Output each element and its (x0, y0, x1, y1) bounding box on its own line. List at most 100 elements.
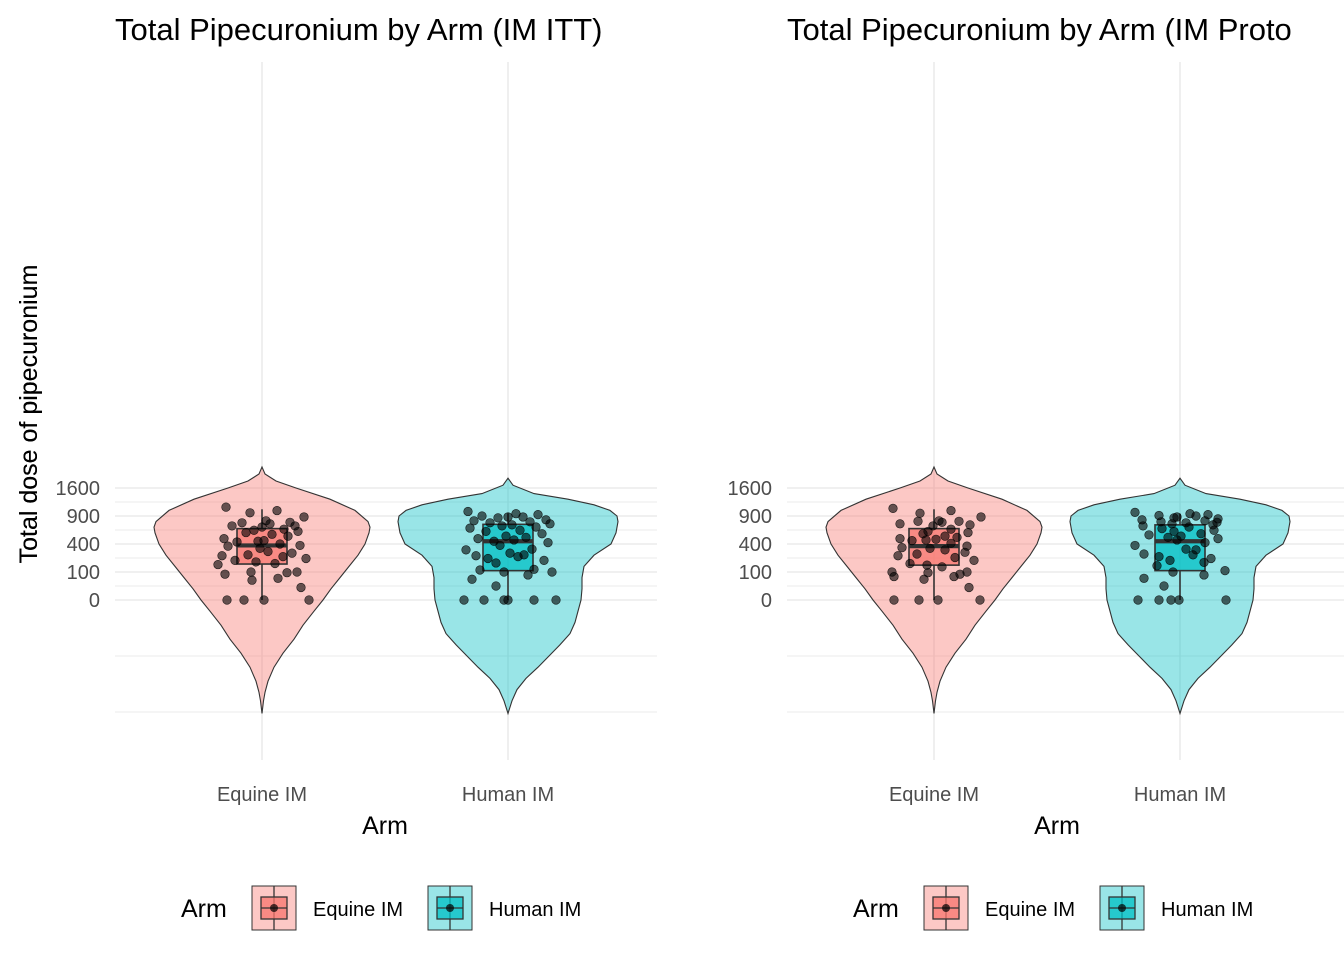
x-tick-label: Equine IM (217, 784, 307, 806)
data-point (1221, 595, 1231, 605)
x-axis-label: Arm (362, 812, 408, 840)
data-point (251, 557, 261, 567)
data-point (459, 595, 469, 605)
data-point (940, 531, 950, 541)
data-point (937, 562, 947, 572)
data-point (296, 582, 306, 593)
y-tick-label: 100 (67, 562, 100, 584)
data-point (222, 595, 232, 605)
data-point (1159, 581, 1169, 591)
legend-point (446, 904, 454, 912)
data-point (1152, 561, 1162, 571)
data-point (1138, 521, 1148, 531)
data-point (232, 537, 242, 547)
data-point (471, 551, 481, 561)
data-point (921, 535, 931, 545)
data-point (505, 548, 515, 558)
data-point (503, 512, 513, 522)
gridlines (787, 62, 1344, 760)
data-point (1139, 573, 1149, 583)
violin-group-human (1069, 477, 1291, 716)
legend-point (1118, 904, 1126, 912)
data-point (239, 595, 249, 605)
chart-panel-protocol: Total Pipecuronium by Arm (IM Proto 0 100 4… (15, 12, 1344, 840)
data-point (933, 595, 943, 605)
data-point (1199, 570, 1209, 580)
violin-group-human (397, 477, 619, 716)
data-point (545, 519, 555, 529)
data-point (949, 571, 959, 582)
y-tick-label: 0 (89, 590, 100, 612)
data-point (1139, 549, 1149, 559)
data-point (888, 503, 898, 514)
legend-key-human (427, 885, 473, 931)
data-point (960, 547, 970, 557)
data-point (246, 567, 256, 577)
legend-title: Arm (853, 895, 899, 923)
y-axis-label: Total dose of pipecuronium (15, 265, 43, 564)
y-tick-label: 1600 (728, 478, 773, 500)
legend-key-equine (251, 885, 297, 931)
data-point (481, 526, 491, 537)
data-point (223, 541, 233, 551)
legend-point (942, 904, 950, 912)
data-point (227, 521, 237, 531)
data-point (491, 581, 501, 591)
data-point (1172, 535, 1182, 545)
data-point (523, 570, 533, 580)
data-point (255, 543, 265, 553)
data-point (915, 508, 925, 518)
data-point (513, 552, 523, 562)
data-point (217, 551, 227, 561)
data-point (263, 546, 273, 557)
data-point (912, 549, 922, 559)
data-point (919, 574, 929, 584)
data-point (889, 571, 899, 582)
data-point (1206, 553, 1216, 564)
data-point (278, 552, 288, 562)
data-point (293, 526, 303, 537)
data-point (279, 524, 289, 534)
data-point (1133, 595, 1143, 605)
data-point (976, 512, 986, 522)
data-point (913, 516, 923, 526)
data-point (1168, 567, 1178, 577)
violin-group-equine (825, 465, 1043, 714)
data-point (501, 531, 511, 541)
data-point (1213, 534, 1223, 544)
data-point (515, 525, 525, 535)
data-point (897, 543, 907, 553)
data-point (220, 569, 230, 579)
data-point (963, 527, 973, 538)
data-point (525, 517, 535, 527)
data-point (463, 506, 473, 517)
y-tick-label: 100 (739, 562, 772, 584)
data-point (1169, 526, 1179, 537)
data-point (1196, 529, 1206, 539)
data-point (1209, 525, 1219, 535)
y-tick-label: 0 (761, 590, 772, 612)
data-point (249, 525, 259, 535)
data-point (1184, 522, 1194, 532)
gridlines (115, 62, 657, 760)
data-point (221, 502, 231, 512)
data-point (475, 565, 485, 575)
legend-label: Human IM (489, 899, 581, 921)
legend-point (270, 904, 278, 912)
data-point (914, 595, 924, 605)
data-point (893, 551, 903, 561)
data-point (1191, 511, 1201, 521)
data-point (539, 555, 549, 566)
data-point (473, 534, 483, 544)
x-axis-label: Arm (1034, 812, 1080, 840)
data-point (950, 552, 960, 563)
data-point (499, 567, 509, 577)
data-point (1166, 595, 1176, 605)
data-point (245, 508, 255, 518)
x-tick-label: Human IM (462, 784, 554, 806)
data-point (518, 512, 528, 522)
data-point (230, 555, 240, 566)
legend-title: Arm (181, 895, 227, 923)
y-axis-label: Total dose of pipecuronium (15, 265, 43, 564)
data-point (283, 531, 293, 541)
